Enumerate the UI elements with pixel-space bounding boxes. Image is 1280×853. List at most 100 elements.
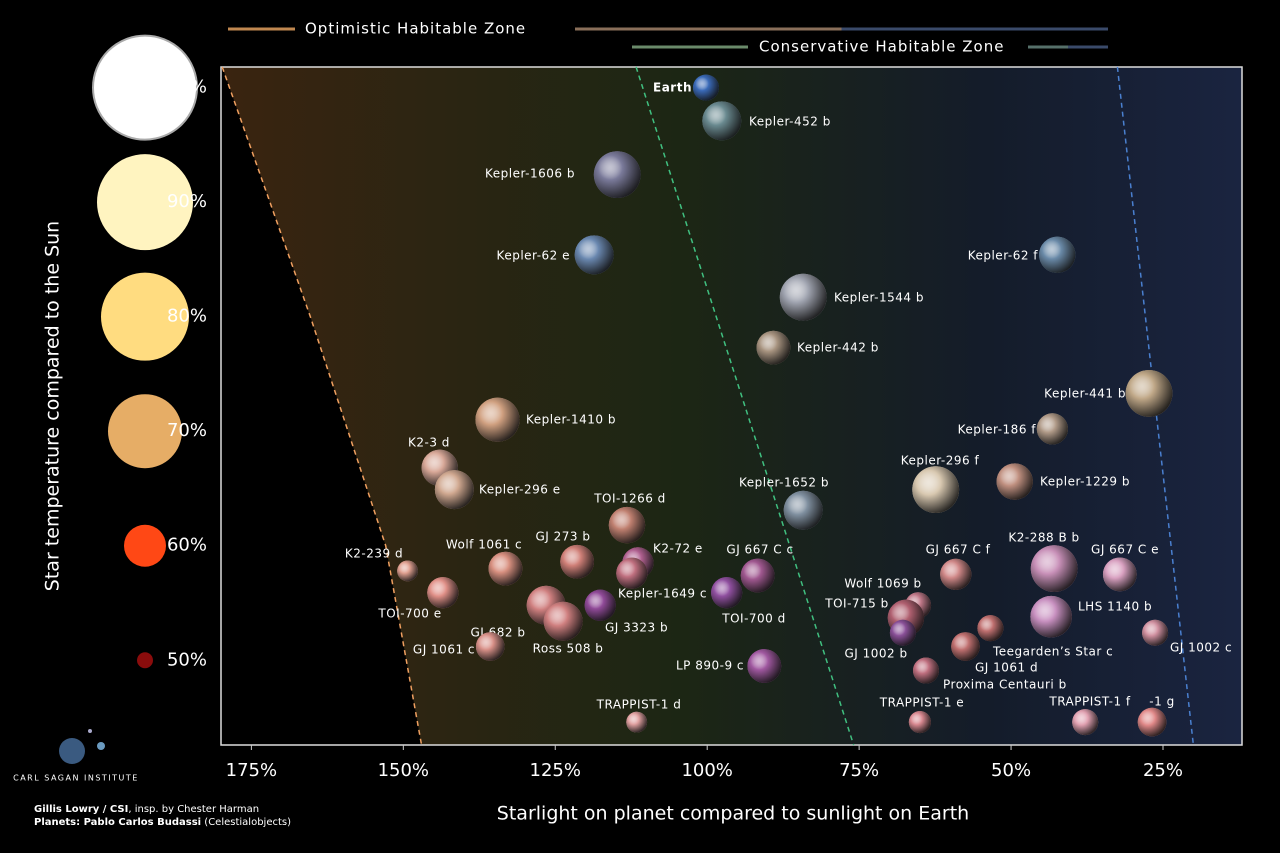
planet — [574, 235, 614, 275]
planet-label: GJ 1002 c — [1170, 641, 1232, 655]
planet — [560, 544, 595, 579]
planet — [1142, 619, 1169, 646]
credit: Gillis Lowry / CSI, insp. by Chester Har… — [34, 804, 259, 815]
x-tick-label: 100% — [681, 760, 732, 781]
star — [101, 272, 189, 361]
planet — [626, 711, 648, 733]
planet-label: TRAPPIST-1 f — [1048, 695, 1131, 709]
planet — [951, 632, 980, 661]
star — [108, 394, 182, 469]
star — [137, 652, 153, 669]
planet — [584, 589, 616, 621]
planet — [908, 711, 931, 734]
planet-label: K2-239 d — [345, 547, 403, 561]
planet-label: Kepler-441 b — [1044, 387, 1126, 401]
x-tick-label: 150% — [378, 760, 429, 781]
planet-label: Wolf 1061 c — [446, 538, 522, 552]
planet-label: GJ 1061 d — [975, 661, 1038, 675]
x-axis-label: Starlight on planet compared to sunlight… — [497, 803, 969, 825]
star — [97, 154, 193, 251]
institute: CARL SAGAN INSTITUTE — [13, 774, 139, 783]
planet — [740, 558, 775, 593]
y-tick-label: 60% — [167, 535, 207, 556]
star — [92, 34, 198, 141]
planet-label: Wolf 1069 b — [844, 577, 921, 591]
credit-text: , insp. by Chester Harman — [128, 804, 259, 815]
planet — [427, 577, 459, 609]
x-tick-label: 175% — [226, 760, 277, 781]
y-tick-label: 50% — [167, 649, 207, 670]
logo — [59, 729, 105, 764]
planet-label: Kepler-1544 b — [834, 291, 924, 305]
x-tick-label: 75% — [839, 760, 879, 781]
planet — [475, 397, 520, 442]
y-axis-label: Star temperature compared to the Sun — [42, 221, 64, 591]
planet-label: Kepler-1652 b — [739, 476, 829, 490]
planet — [940, 558, 972, 590]
credit: Planets: Pablo Carlos Budassi (Celestial… — [34, 817, 291, 828]
planet-label: Kepler-186 f — [958, 423, 1037, 437]
planet-label: Kepler-1649 c — [618, 587, 707, 601]
zone-fill — [222, 67, 1243, 745]
planet — [711, 577, 743, 609]
planet-label: Kepler-1410 b — [526, 413, 616, 427]
planet-label: TOI-700 e — [377, 607, 441, 621]
planet — [702, 101, 742, 141]
planet — [912, 466, 960, 514]
planet — [397, 560, 418, 582]
planet-label: TOI-1266 d — [593, 492, 666, 506]
credit-bold: Planets: Pablo Carlos Budassi — [34, 817, 201, 828]
planet-label: Proxima Centauri b — [943, 678, 1067, 692]
zone-boundary — [1116, 66, 1195, 746]
planet — [1036, 413, 1068, 445]
x-tick-label: 50% — [991, 760, 1031, 781]
planet — [616, 557, 648, 589]
planet — [756, 330, 791, 365]
planet-label: Kepler-296 e — [479, 483, 561, 497]
planet — [608, 506, 646, 544]
y-tick-label: 70% — [167, 420, 207, 441]
legend-label: Optimistic Habitable Zone — [305, 20, 526, 38]
planet-label: Kepler-1606 b — [485, 167, 575, 181]
planet-label: TOI-715 b — [824, 597, 888, 611]
planet-label: Teegarden’s Star c — [992, 645, 1113, 659]
planet-label: Earth — [653, 81, 692, 95]
x-tick-label: 125% — [530, 760, 581, 781]
planet-label: Kepler-62 e — [497, 249, 570, 263]
credit-text: (Celestialobjects) — [201, 817, 291, 828]
planet-label: K2-288 B b — [1008, 531, 1079, 545]
planet-label: Kepler-1229 b — [1040, 475, 1130, 489]
planet — [977, 615, 1004, 642]
planet-label: Kepler-296 f — [901, 454, 980, 468]
y-tick-label: 80% — [167, 306, 207, 327]
y-tick-label: 90% — [167, 191, 207, 212]
planet-label: Kepler-452 b — [749, 115, 831, 129]
planet-label: Ross 508 b — [533, 642, 604, 656]
planet — [912, 657, 939, 684]
planet-label: -1 g — [1149, 695, 1174, 709]
planet — [747, 649, 782, 683]
planet — [1039, 236, 1076, 274]
planet-label: GJ 1061 c — [413, 643, 475, 657]
planet-label: TRAPPIST-1 e — [879, 696, 964, 710]
planet-label: GJ 3323 b — [605, 621, 668, 635]
planet — [434, 470, 474, 510]
planet-label: LP 890-9 c — [676, 659, 744, 673]
planet — [593, 151, 641, 199]
planet-label: TOI-700 d — [721, 612, 785, 626]
legend-label: Conservative Habitable Zone — [759, 38, 1004, 56]
planet — [692, 74, 719, 101]
planet — [779, 273, 827, 321]
planet-label: GJ 1002 b — [844, 647, 907, 661]
planet — [1102, 557, 1137, 592]
y-tick-label: 100% — [156, 77, 207, 98]
planet — [1072, 709, 1099, 736]
planet — [1125, 370, 1173, 417]
planet — [996, 463, 1033, 500]
planet-label: TRAPPIST-1 d — [596, 698, 682, 712]
plot-frame — [220, 66, 1243, 746]
planet-label: Kepler-62 f — [968, 249, 1039, 263]
star — [124, 524, 166, 567]
planet-label: LHS 1140 b — [1078, 600, 1152, 614]
